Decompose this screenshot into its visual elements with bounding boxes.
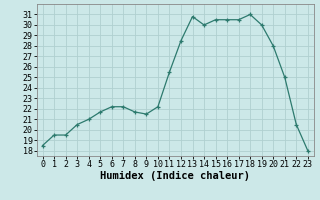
X-axis label: Humidex (Indice chaleur): Humidex (Indice chaleur) — [100, 171, 250, 181]
